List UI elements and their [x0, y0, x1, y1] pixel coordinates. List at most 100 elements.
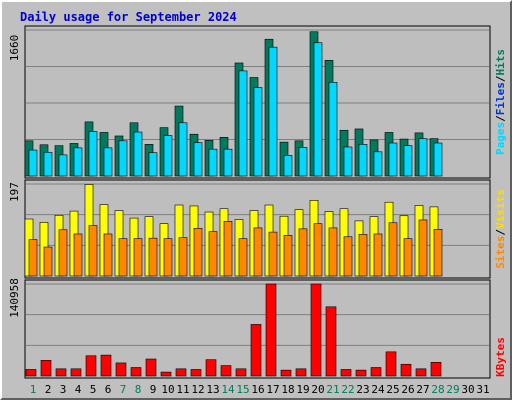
sites-bar — [403, 238, 413, 277]
legend-top: Pages/Files/Hits — [494, 49, 507, 155]
x-tick-label: 8 — [135, 383, 142, 396]
files-bar — [343, 146, 353, 177]
sites-bar — [223, 221, 233, 277]
x-tick-label: 20 — [311, 383, 324, 396]
sites-bar — [88, 225, 98, 277]
x-tick-label: 16 — [251, 383, 264, 396]
x-tick-label: 31 — [476, 383, 489, 396]
x-tick-label: 17 — [266, 383, 279, 396]
x-tick-label: 3 — [60, 383, 67, 396]
x-tick-label: 6 — [105, 383, 112, 396]
kbytes-bar — [295, 368, 307, 377]
files-bar — [373, 151, 383, 177]
files-bar — [178, 122, 188, 177]
kbytes-bar — [55, 368, 67, 377]
files-bar — [193, 142, 203, 177]
sites-bar — [418, 219, 428, 277]
kbytes-bar — [415, 368, 427, 377]
kbytes-bar — [220, 365, 232, 377]
x-tick-label: 1 — [30, 383, 37, 396]
kbytes-bar — [115, 362, 127, 377]
sites-bar — [388, 222, 398, 277]
legend-sep: / — [494, 115, 507, 122]
files-bar — [313, 42, 323, 177]
kbytes-bar — [235, 368, 247, 377]
x-tick-label: 19 — [296, 383, 309, 396]
kbytes-bar — [100, 354, 112, 377]
sites-bar — [118, 238, 128, 277]
sites-bar — [178, 237, 188, 277]
kbytes-bar — [355, 369, 367, 377]
panel-middle — [24, 179, 491, 279]
y-label-middle: 197 — [8, 182, 21, 202]
chart-title: Daily usage for September 2024 — [20, 10, 237, 24]
files-bar — [43, 151, 53, 177]
files-bar — [388, 142, 398, 177]
x-tick-label: 27 — [416, 383, 429, 396]
x-tick-label: 24 — [371, 383, 385, 396]
kbytes-bar — [400, 363, 412, 377]
files-bar — [298, 147, 308, 177]
legend-visits: Visits — [494, 189, 507, 229]
sites-bar — [358, 234, 368, 277]
kbytes-bar — [325, 306, 337, 377]
legend-middle: Sites/Visits — [494, 189, 507, 269]
files-bar — [118, 140, 128, 177]
kbytes-bar — [70, 368, 82, 377]
x-tick-label: 10 — [161, 383, 174, 396]
panel-top — [24, 25, 491, 179]
sites-bar — [238, 238, 248, 277]
sites-bar — [283, 235, 293, 277]
files-bar — [433, 142, 443, 177]
kbytes-bar — [205, 359, 217, 377]
sites-bar — [298, 228, 308, 277]
kbytes-bar — [145, 358, 157, 377]
kbytes-bar — [310, 283, 322, 377]
sites-bar — [253, 227, 263, 277]
legend-sep: / — [494, 229, 507, 236]
sites-bar — [43, 246, 53, 277]
x-tick-label: 2 — [45, 383, 52, 396]
x-tick-label: 18 — [281, 383, 294, 396]
sites-bar — [433, 228, 443, 277]
files-bar — [268, 46, 278, 177]
panel-top-bars — [24, 31, 443, 177]
sites-bar — [268, 231, 278, 277]
panel-bottom — [24, 279, 491, 379]
files-bar — [58, 154, 68, 177]
x-tick-label: 22 — [341, 383, 354, 396]
sites-bar — [208, 231, 218, 277]
kbytes-bar — [265, 283, 277, 377]
legend-hits: Hits — [494, 49, 507, 76]
sites-bar — [103, 233, 113, 277]
files-bar — [283, 155, 293, 177]
kbytes-bar — [340, 369, 352, 377]
files-bar — [253, 87, 263, 177]
legend-kbytes: KBytes — [494, 337, 507, 377]
legend-pages: Pages — [494, 122, 507, 155]
kbytes-bar — [280, 369, 292, 377]
files-bar — [73, 147, 83, 177]
kbytes-bar — [385, 351, 397, 377]
x-tick-label: 5 — [90, 383, 97, 396]
sites-bar — [58, 229, 68, 277]
sites-bar — [193, 228, 203, 277]
sites-bar — [343, 236, 353, 277]
files-bar — [103, 147, 113, 177]
x-tick-label: 29 — [446, 383, 459, 396]
files-bar — [328, 82, 338, 177]
x-tick-label: 9 — [150, 383, 157, 396]
files-bar — [238, 70, 248, 177]
sites-bar — [28, 239, 38, 277]
sites-bar — [133, 238, 143, 277]
sites-bar — [373, 233, 383, 277]
files-bar — [133, 131, 143, 177]
legend-sep: / — [494, 75, 507, 82]
sites-bar — [313, 223, 323, 277]
x-tick-label: 11 — [176, 383, 189, 396]
panel-bottom-bars — [25, 283, 442, 377]
kbytes-bar — [85, 355, 97, 377]
files-bar — [88, 131, 98, 177]
kbytes-bar — [25, 369, 37, 377]
x-tick-label: 25 — [386, 383, 399, 396]
